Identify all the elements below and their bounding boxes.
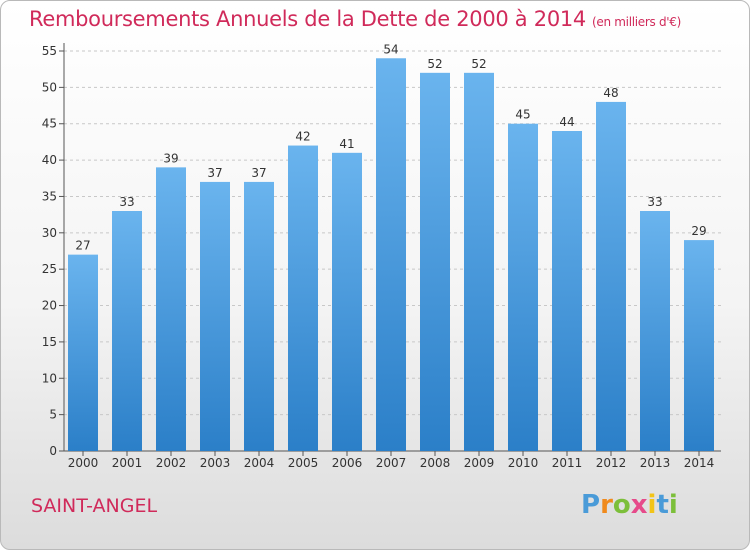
y-tick-label: 10 xyxy=(42,371,57,385)
x-tick-label: 2001 xyxy=(112,456,143,470)
y-tick-label: 55 xyxy=(42,44,57,58)
data-label: 39 xyxy=(163,151,178,165)
bar xyxy=(200,181,230,451)
x-tick-label: 2008 xyxy=(420,456,451,470)
y-tick-label: 35 xyxy=(42,189,57,203)
y-tick-label: 15 xyxy=(42,335,57,349)
logo-letter: i xyxy=(647,490,657,520)
y-tick-label: 25 xyxy=(42,262,57,276)
x-tick-label: 2009 xyxy=(464,456,495,470)
bar xyxy=(508,123,538,452)
bar xyxy=(244,181,274,451)
chart-title: Remboursements Annuels de la Dette de 20… xyxy=(29,7,681,31)
logo-letter: i xyxy=(668,490,678,520)
y-tick-label: 30 xyxy=(42,226,57,240)
x-tick-label: 2006 xyxy=(332,456,363,470)
data-label: 41 xyxy=(339,137,354,151)
data-label: 42 xyxy=(295,130,310,144)
x-tick-label: 2000 xyxy=(68,456,99,470)
bar xyxy=(684,240,714,451)
data-label: 27 xyxy=(75,239,90,253)
x-tick-label: 2012 xyxy=(596,456,627,470)
data-label: 33 xyxy=(119,195,134,209)
y-tick-label: 50 xyxy=(42,80,57,94)
bar xyxy=(288,145,318,451)
y-tick-label: 20 xyxy=(42,299,57,313)
bar xyxy=(596,101,626,451)
bar xyxy=(552,131,582,451)
logo-letter: t xyxy=(656,490,669,520)
data-label: 52 xyxy=(471,57,486,71)
x-tick-label: 2013 xyxy=(640,456,671,470)
logo-letter: x xyxy=(630,490,648,520)
proxiti-logo: Proxiti xyxy=(581,490,678,520)
x-tick-label: 2014 xyxy=(684,456,715,470)
data-label: 44 xyxy=(559,115,574,129)
data-label: 33 xyxy=(647,195,662,209)
data-label: 37 xyxy=(207,166,222,180)
data-label: 52 xyxy=(427,57,442,71)
y-tick-label: 0 xyxy=(49,444,57,458)
bar xyxy=(376,58,406,451)
bar xyxy=(68,254,98,451)
data-label: 54 xyxy=(383,42,398,56)
x-tick-label: 2005 xyxy=(288,456,319,470)
bar xyxy=(420,72,450,452)
bar xyxy=(464,72,494,452)
data-label: 37 xyxy=(251,166,266,180)
chart-unit: (en milliers d'€) xyxy=(592,15,682,29)
x-tick-label: 2004 xyxy=(244,456,275,470)
y-tick-label: 45 xyxy=(42,117,57,131)
x-tick-label: 2011 xyxy=(552,456,583,470)
x-tick-label: 2010 xyxy=(508,456,539,470)
bar xyxy=(332,152,362,451)
data-label: 45 xyxy=(515,108,530,122)
x-tick-label: 2007 xyxy=(376,456,407,470)
logo-letter: o xyxy=(612,490,631,520)
commune-name: SAINT-ANGEL xyxy=(31,495,158,517)
bar xyxy=(112,211,142,451)
y-tick-label: 40 xyxy=(42,153,57,167)
data-label: 48 xyxy=(603,86,618,100)
y-tick-label: 5 xyxy=(49,408,57,422)
bar xyxy=(640,211,670,451)
logo-letter: P xyxy=(581,490,601,520)
data-label: 29 xyxy=(691,224,706,238)
logo-letter: r xyxy=(600,490,613,520)
chart-title-text: Remboursements Annuels de la Dette de 20… xyxy=(29,7,586,31)
x-tick-label: 2002 xyxy=(156,456,187,470)
x-tick-label: 2003 xyxy=(200,456,231,470)
bar xyxy=(156,167,186,451)
